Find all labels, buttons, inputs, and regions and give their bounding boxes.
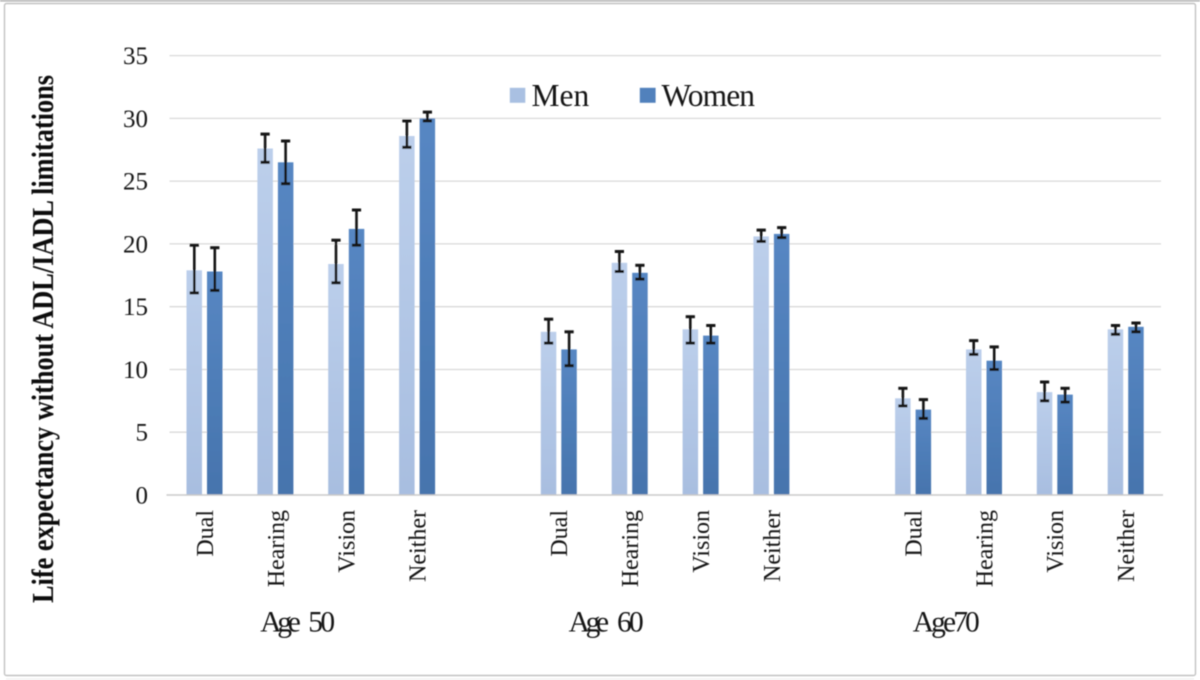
svg-text:Hearing: Hearing <box>618 510 644 587</box>
svg-text:Age70: Age70 <box>913 607 980 639</box>
svg-text:Life expectancy without ADL/IA: Life expectancy without ADL/IADL limitat… <box>25 75 60 603</box>
svg-text:50: 50 <box>308 607 335 639</box>
svg-text:Women: Women <box>662 78 756 113</box>
svg-text:Neither: Neither <box>406 510 432 582</box>
svg-text:30: 30 <box>123 106 148 133</box>
svg-text:Neither: Neither <box>760 510 786 582</box>
svg-text:5: 5 <box>136 420 149 447</box>
svg-text:35: 35 <box>123 43 148 70</box>
svg-text:0: 0 <box>136 483 149 510</box>
svg-text:25: 25 <box>123 169 148 196</box>
svg-text:20: 20 <box>123 231 148 258</box>
svg-text:Vision: Vision <box>335 510 361 573</box>
svg-text:15: 15 <box>123 294 148 321</box>
svg-text:Vision: Vision <box>689 510 715 573</box>
svg-text:Neither: Neither <box>1114 510 1140 582</box>
svg-text:Dual: Dual <box>902 510 928 557</box>
svg-text:Dual: Dual <box>547 510 573 557</box>
svg-text:Age: Age <box>260 607 301 639</box>
svg-text:Hearing: Hearing <box>972 510 998 587</box>
svg-text:Dual: Dual <box>193 510 219 557</box>
svg-text:10: 10 <box>123 357 148 384</box>
svg-text:Age: Age <box>569 607 610 639</box>
svg-text:Men: Men <box>532 78 590 113</box>
svg-text:60: 60 <box>617 607 644 639</box>
svg-text:Hearing: Hearing <box>264 510 290 587</box>
svg-text:Vision: Vision <box>1043 510 1069 573</box>
